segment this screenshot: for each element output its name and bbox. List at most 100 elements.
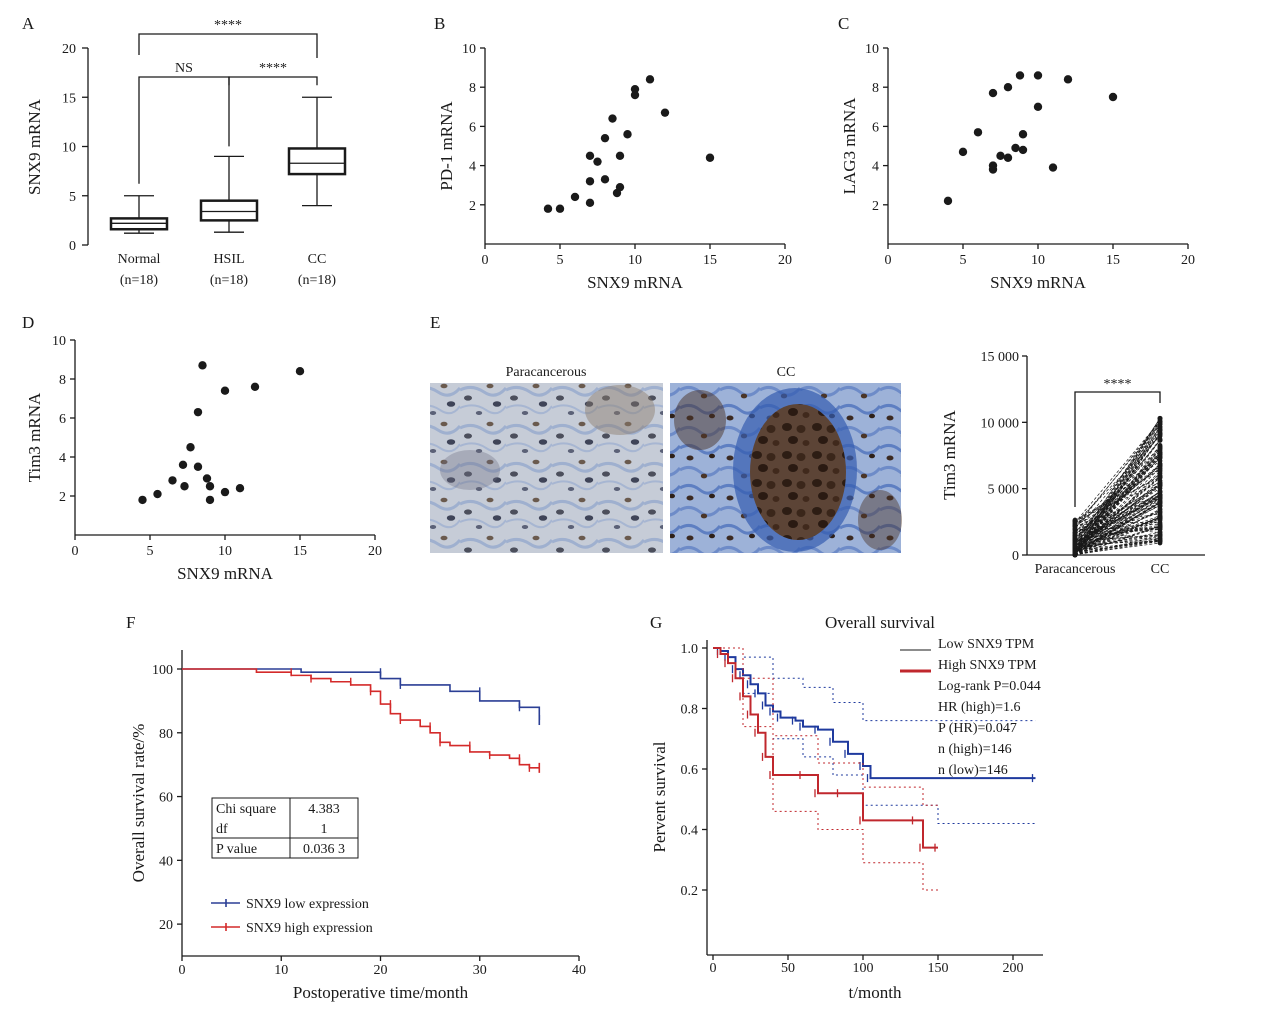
scatter-point: [1003, 153, 1013, 162]
scatter-point: [988, 88, 998, 98]
paired-line: [1074, 469, 1161, 522]
y-tick-label: 0: [69, 239, 76, 254]
scatter-point: [585, 198, 595, 208]
paired-line: [1074, 515, 1161, 548]
paired-line: [1074, 468, 1161, 525]
category-n-label: (n=18): [120, 273, 159, 288]
scatter-point: [973, 128, 983, 137]
paracancerous-point: [1072, 549, 1078, 555]
scatter-point: [943, 196, 953, 206]
paired-line: [1074, 430, 1161, 555]
scatter-point: [1108, 92, 1118, 102]
scatter-point: [988, 161, 998, 170]
cc-point: [1157, 415, 1163, 421]
significance-bracket: [1074, 391, 1161, 507]
scatter-point: [153, 489, 162, 499]
significance-label: ****: [214, 18, 242, 33]
paracancerous-point: [1072, 518, 1078, 524]
panel-label-e: E: [430, 313, 440, 332]
micrograph-paracancerous: [430, 383, 663, 553]
cc-point: [1157, 438, 1163, 443]
y-tick-label: 0.6: [681, 763, 699, 778]
y-tick-label: 6: [469, 120, 476, 135]
y-tick-label: 2: [469, 199, 476, 214]
scatter-point: [1033, 71, 1043, 80]
x-axis-label: Postoperative time/month: [293, 983, 469, 1002]
x-tick-label: 200: [1003, 961, 1024, 976]
y-axis-label: LAG3 mRNA: [840, 97, 859, 195]
scatter-point: [570, 192, 580, 202]
panel-f: F 20 40 60 80 100 0 10 20 30 40 Postoperative time…: [126, 613, 586, 1002]
panel-b: B 2 4 6 8 10 0 5 10 15 20 SNX9 mRNA PD-1 mRNA: [434, 14, 792, 292]
panel-label-a: A: [22, 14, 35, 33]
panel-a: A 0 5 10 15 20 SNX9 mRNA Normal (n=18) HSIL (n=18…: [22, 14, 347, 288]
category-label: CC: [1151, 562, 1170, 577]
category-label: Normal: [118, 252, 161, 267]
x-tick-label: 15: [1106, 253, 1120, 268]
panel-d: D 2 4 6 8 10 0 5 10 15 20 SNX9 mRNA Tim3 mRNA: [22, 313, 382, 583]
x-axis-label: SNX9 mRNA: [177, 564, 274, 583]
scatter-point: [220, 487, 230, 497]
paired-line: [1074, 423, 1161, 527]
y-tick-label: 1.0: [681, 642, 699, 657]
cc-point: [1157, 538, 1163, 543]
x-tick-label: 0: [482, 253, 489, 268]
paired-line: [1074, 539, 1161, 551]
paired-line: [1074, 456, 1161, 555]
panel-label-g: G: [650, 613, 662, 632]
paired-line: [1074, 480, 1161, 555]
cc-point: [1157, 523, 1163, 529]
y-tick-label: 5 000: [988, 483, 1020, 498]
scatter-point: [168, 476, 177, 485]
cc-point: [1157, 427, 1163, 433]
panel-label-c: C: [838, 14, 849, 33]
paired-line: [1074, 533, 1161, 549]
cc-point: [1157, 474, 1163, 480]
y-tick-label: 0.8: [681, 703, 699, 718]
panel-label-d: D: [22, 313, 34, 332]
scatter-point: [205, 495, 215, 505]
stats-table-value: 4.383: [308, 802, 340, 817]
paired-line: [1074, 542, 1161, 555]
cc-point: [1157, 502, 1163, 508]
scatter-point: [543, 204, 553, 213]
x-tick-label: 10: [274, 963, 288, 978]
paired-line: [1074, 518, 1161, 555]
scatter-point: [250, 382, 260, 391]
y-axis-label: PD-1 mRNA: [437, 101, 456, 191]
micrograph-cc: [670, 383, 902, 553]
category-label: CC: [308, 252, 327, 267]
scatter-point: [205, 482, 215, 491]
paired-line: [1074, 421, 1161, 529]
paired-line: [1074, 475, 1161, 527]
significance-label: ****: [259, 61, 287, 76]
paracancerous-point: [1072, 541, 1078, 546]
scatter-point: [295, 367, 305, 376]
cc-point: [1157, 444, 1163, 450]
stats-table: [211, 797, 359, 859]
stats-table-value: 1: [321, 822, 328, 837]
x-tick-label: 15: [703, 253, 717, 268]
scatter-point: [1048, 163, 1058, 172]
cc-point: [1157, 489, 1163, 494]
legend-label: High SNX9 TPM: [938, 658, 1037, 673]
x-tick-label: 10: [1031, 253, 1045, 268]
y-tick-label: 0.4: [681, 824, 699, 839]
ci-lower-curve: [713, 647, 938, 891]
lag3-scatter-plot: 2 4 6 8 10 0 5 10 15 20 SNX9 mRNA LAG3 mRNA: [840, 42, 1195, 292]
x-tick-label: 100: [853, 961, 874, 976]
paired-line: [1074, 534, 1161, 543]
significance-bracket: [228, 76, 318, 147]
stats-line: n (low)=146: [938, 763, 1008, 778]
scatter-point: [600, 133, 610, 143]
x-tick-label: 0: [885, 253, 892, 268]
y-tick-label: 20: [159, 918, 173, 933]
scatter-point: [585, 151, 595, 160]
paired-line: [1074, 502, 1161, 554]
paired-line: [1074, 454, 1161, 528]
x-tick-label: 10: [628, 253, 642, 268]
scatter-point: [705, 153, 715, 162]
paired-line: [1074, 524, 1161, 540]
panel-e: E Paracancerous CC 0 5 000 10 000 15 000 Par…: [430, 313, 1205, 577]
